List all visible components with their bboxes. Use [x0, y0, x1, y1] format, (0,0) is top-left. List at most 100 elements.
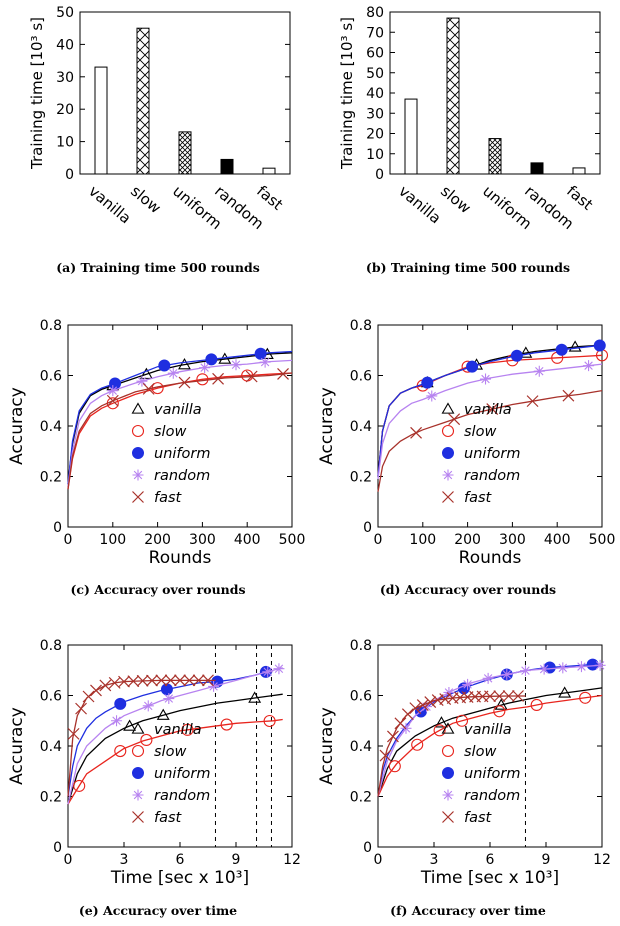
chart-e: 0 0.2 0.4 0.6 0.8 0 3 6 9 12 vanilla slow uniform ran… — [7, 638, 301, 888]
x-tick-label: 9 — [542, 852, 551, 868]
y-tick-label: 0.2 — [40, 790, 62, 806]
marker-vanilla — [494, 698, 508, 710]
marker-slow — [441, 424, 455, 438]
legend-vanilla: vanilla — [464, 722, 512, 738]
marker-uniform — [132, 447, 144, 459]
marker-fast — [387, 730, 399, 743]
legend-vanilla: vanilla — [464, 402, 512, 418]
y-tick-label: 0.8 — [350, 638, 372, 654]
marker-fast — [410, 426, 423, 439]
marker-vanilla — [123, 719, 137, 731]
x-tick-label-fast: fast — [253, 182, 286, 214]
y-tick-label: 10 — [366, 147, 384, 163]
marker-fast — [178, 376, 191, 389]
marker-fast — [442, 491, 454, 503]
marker-vanilla — [568, 340, 582, 352]
series-markers-fast — [106, 368, 289, 407]
marker-fast — [442, 811, 454, 823]
y-tick-label: 60 — [366, 46, 384, 62]
marker-random — [142, 700, 154, 712]
marker-fast — [132, 811, 144, 823]
x-tick-label: 400 — [234, 532, 261, 548]
chart-d: 0 0.2 0.4 0.6 0.8 0 100 200 300 400 500 vanilla slow… — [317, 318, 615, 568]
marker-fast — [142, 382, 155, 395]
x-tick-label: 200 — [454, 532, 481, 548]
legend-vanilla: vanilla — [154, 402, 202, 418]
legend-fast: fast — [154, 490, 183, 506]
y-tick-label: 80 — [366, 5, 384, 21]
marker-random — [163, 693, 175, 705]
y-tick-label: 0.8 — [40, 638, 62, 654]
bar-vanilla — [404, 98, 418, 175]
marker-random — [462, 678, 474, 690]
marker-fast — [212, 372, 225, 385]
marker-fast — [132, 491, 144, 503]
marker-fast — [164, 674, 177, 687]
series-line-fast — [377, 389, 603, 492]
y-tick-label: 10 — [56, 135, 74, 151]
marker-random — [443, 686, 455, 698]
marker-fast — [526, 395, 539, 408]
marker-random — [107, 385, 119, 397]
marker-vanilla — [441, 722, 455, 734]
y-tick-label: 0.8 — [40, 318, 62, 334]
marker-fast — [127, 675, 140, 688]
marker-slow — [181, 723, 194, 736]
marker-uniform — [555, 343, 568, 356]
series-line-fast — [377, 695, 526, 797]
y-axis-label: Training time [10³ s] — [28, 17, 46, 170]
legend-random: random — [464, 788, 520, 804]
bar-fast — [262, 167, 276, 175]
marker-random — [583, 360, 595, 372]
marker-random — [482, 672, 494, 684]
marker-random — [442, 469, 454, 481]
marker-random — [533, 365, 545, 377]
marker-slow — [196, 373, 209, 386]
marker-fast — [174, 674, 186, 687]
marker-random — [519, 665, 531, 677]
series-markers-fast — [67, 674, 214, 740]
marker-fast — [245, 370, 258, 383]
legend-slow: slow — [154, 744, 186, 760]
series-line-slow — [377, 694, 603, 797]
marker-fast — [394, 717, 407, 730]
y-tick-label: 0 — [363, 520, 372, 536]
marker-uniform — [205, 353, 218, 366]
marker-vanilla — [441, 402, 455, 414]
series-line-random — [377, 363, 603, 480]
y-tick-label: 0.2 — [350, 790, 372, 806]
legend-uniform: uniform — [154, 446, 210, 462]
series-markers-uniform — [421, 339, 606, 389]
legend-slow: slow — [464, 744, 496, 760]
marker-fast — [502, 690, 515, 702]
legend-random: random — [464, 468, 520, 484]
y-tick-label: 0.4 — [350, 419, 372, 435]
legend-slow: slow — [154, 424, 186, 440]
marker-uniform — [442, 447, 454, 459]
bar-vanilla — [94, 66, 108, 175]
y-tick-label: 50 — [56, 5, 74, 21]
marker-slow — [131, 744, 145, 758]
y-tick-label: 0 — [53, 520, 62, 536]
x-tick-label: 6 — [486, 852, 495, 868]
y-tick-label: 0.6 — [350, 369, 372, 385]
caption-c: (c) Accuracy over rounds — [70, 582, 246, 597]
marker-fast — [486, 403, 499, 416]
x-axis-label: Rounds — [459, 548, 522, 568]
marker-random — [230, 359, 242, 371]
caption-e: (e) Accuracy over time — [78, 903, 238, 918]
bar-slow — [446, 17, 460, 175]
y-axis-label: Accuracy — [7, 707, 27, 785]
x-tick-label: 300 — [189, 532, 216, 548]
x-tick-label: 12 — [283, 852, 301, 868]
y-tick-label: 30 — [56, 70, 74, 86]
marker-vanilla — [519, 346, 533, 358]
marker-random — [262, 666, 274, 678]
x-tick-label: 300 — [499, 532, 526, 548]
legend-fast: fast — [464, 490, 493, 506]
marker-uniform — [466, 360, 479, 373]
x-tick-label-vanilla: vanilla — [85, 182, 134, 227]
marker-slow — [131, 424, 145, 438]
marker-random — [480, 373, 492, 385]
